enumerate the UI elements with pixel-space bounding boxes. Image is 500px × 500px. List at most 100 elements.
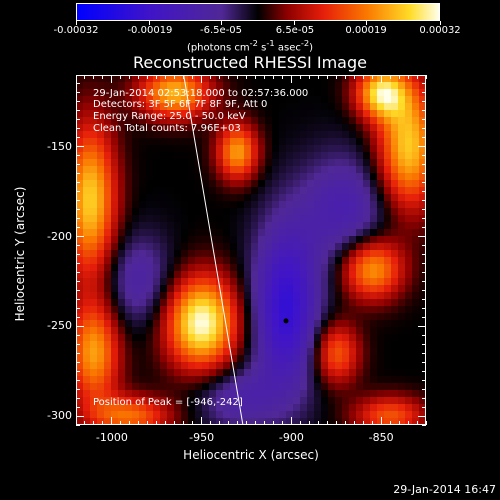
y-minor-tick (422, 74, 426, 76)
info-time-range: 29-Jan-2014 02:53:18.000 to 02:57:36.000 (93, 88, 309, 99)
heatmap-cell (272, 124, 279, 131)
heatmap-cell (111, 362, 118, 369)
heatmap-cell (370, 362, 377, 369)
heatmap-cell (272, 355, 279, 362)
heatmap-cell (111, 89, 118, 96)
heatmap-cell (125, 152, 132, 159)
heatmap-cell (209, 257, 216, 264)
heatmap-cell (335, 152, 342, 159)
heatmap-cell (356, 117, 363, 124)
heatmap-cell (83, 201, 90, 208)
heatmap-cell (335, 201, 342, 208)
y-minor-tick (76, 334, 80, 336)
heatmap-cell (216, 103, 223, 110)
heatmap-cell (363, 341, 370, 348)
y-minor-tick (422, 83, 426, 85)
heatmap-cell (146, 355, 153, 362)
heatmap-cell (111, 341, 118, 348)
x-minor-tick (102, 421, 104, 425)
heatmap-cell (104, 271, 111, 278)
heatmap-cell (97, 299, 104, 306)
x-tick-label: -850 (368, 431, 394, 444)
heatmap-cell (279, 327, 286, 334)
x-minor-tick (84, 75, 86, 79)
heatmap-cell (237, 285, 244, 292)
heatmap-cell (356, 376, 363, 383)
heatmap-cell (398, 180, 405, 187)
heatmap-cell (314, 327, 321, 334)
heatmap-cell (286, 341, 293, 348)
x-minor-tick (299, 75, 301, 79)
heatmap-cell (412, 173, 419, 180)
heatmap-cell (223, 250, 230, 257)
heatmap-cell (321, 327, 328, 334)
heatmap-cell (146, 103, 153, 110)
heatmap-cell (251, 82, 258, 89)
heatmap-cell (97, 285, 104, 292)
heatmap-cell (307, 117, 314, 124)
heatmap-cell (391, 173, 398, 180)
heatmap-cell (349, 103, 356, 110)
heatmap-cell (398, 138, 405, 145)
heatmap-cell (328, 390, 335, 397)
heatmap-cell (209, 418, 216, 425)
heatmap-cell (188, 110, 195, 117)
y-tick (418, 146, 426, 148)
heatmap-cell (370, 103, 377, 110)
heatmap-cell (160, 285, 167, 292)
heatmap-cell (104, 299, 111, 306)
heatmap-cell (342, 383, 349, 390)
heatmap-cell (125, 96, 132, 103)
heatmap-cell (167, 243, 174, 250)
heatmap-cell (349, 159, 356, 166)
heatmap-cell (216, 390, 223, 397)
heatmap-cell (349, 243, 356, 250)
heatmap-cell (377, 173, 384, 180)
heatmap-cell (104, 411, 111, 418)
heatmap-cell (251, 313, 258, 320)
heatmap-cell (244, 138, 251, 145)
heatmap-cell (160, 341, 167, 348)
heatmap-cell (349, 271, 356, 278)
heatmap-cell (216, 341, 223, 348)
heatmap-cell (237, 369, 244, 376)
heatmap-cell (195, 355, 202, 362)
heatmap-cell (398, 166, 405, 173)
heatmap-cell (209, 313, 216, 320)
heatmap-cell (342, 250, 349, 257)
heatmap-cell (342, 222, 349, 229)
heatmap-cell (146, 222, 153, 229)
heatmap-cell (363, 152, 370, 159)
heatmap-cell (370, 299, 377, 306)
heatmap-cell (272, 418, 279, 425)
heatmap-cell (363, 145, 370, 152)
heatmap-cell (265, 215, 272, 222)
heatmap-cell (188, 355, 195, 362)
heatmap-cell (146, 278, 153, 285)
heatmap-cell (321, 271, 328, 278)
heatmap-svg (76, 75, 426, 425)
heatmap-cell (279, 299, 286, 306)
heatmap-cell (237, 257, 244, 264)
heatmap-cell (153, 320, 160, 327)
heatmap-cell (356, 180, 363, 187)
heatmap-cell (419, 75, 426, 82)
x-minor-tick (192, 75, 194, 79)
heatmap-cell (139, 208, 146, 215)
heatmap-cell (167, 236, 174, 243)
heatmap-cell (83, 369, 90, 376)
heatmap-cell (335, 89, 342, 96)
heatmap-cell (139, 418, 146, 425)
heatmap-cell (300, 348, 307, 355)
heatmap-cell (293, 411, 300, 418)
heatmap-cell (286, 397, 293, 404)
heatmap-cell (258, 278, 265, 285)
heatmap-cell (349, 250, 356, 257)
heatmap-cell (398, 159, 405, 166)
heatmap-cell (328, 152, 335, 159)
heatmap-cell (384, 159, 391, 166)
heatmap-cell (398, 229, 405, 236)
heatmap-cell (279, 348, 286, 355)
heatmap-cell (293, 264, 300, 271)
heatmap-cell (265, 131, 272, 138)
